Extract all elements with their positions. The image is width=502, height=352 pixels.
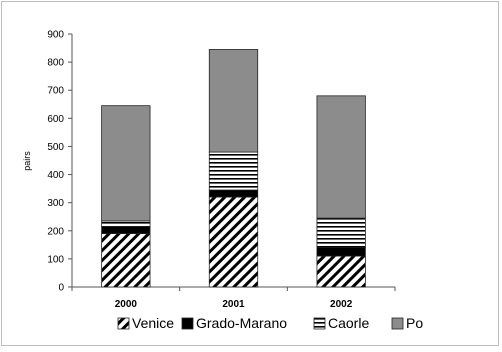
y-tick-label: 700 (47, 86, 64, 97)
y-tick-label: 0 (58, 283, 64, 294)
bar-caorle-2001 (208, 151, 259, 191)
y-tick-label: 400 (47, 170, 64, 181)
legend-label-venice: Venice (132, 315, 174, 331)
bar-venice-2001 (208, 196, 259, 288)
y-tick-label: 800 (47, 58, 64, 69)
x-tick-label: 2002 (330, 299, 353, 310)
chart-frame: pairs 0 100 200 300 400 500 600 700 800 900 2000 20… (1, 1, 499, 346)
bar-po-2002 (316, 95, 366, 219)
bar-venice-2002 (316, 255, 366, 288)
bar-grado-marano-2001 (208, 189, 259, 198)
bar-grado-marano-2002 (316, 247, 366, 257)
stacked-bar-chart: pairs 0 100 200 300 400 500 600 700 800 900 2000 20… (22, 30, 423, 332)
legend-label-grado-marano: Grado-Marano (196, 315, 287, 331)
y-tick-label: 200 (47, 226, 64, 237)
legend-swatch-po (391, 317, 404, 330)
bar-po-2000 (101, 105, 151, 222)
x-tick-label: 2000 (115, 299, 138, 310)
plot-area: 0 100 200 300 400 500 600 700 800 900 2000 2001 2002 (47, 30, 396, 310)
y-tick-label: 100 (47, 254, 64, 265)
legend-swatch-venice (117, 317, 130, 330)
legend-label-po: Po (406, 315, 423, 331)
legend-swatch-caorle (313, 317, 326, 330)
y-axis-label: pairs (22, 151, 32, 171)
bar-caorle-2002 (316, 217, 366, 249)
y-tick-label: 500 (47, 142, 64, 153)
x-tick-label: 2001 (222, 299, 245, 310)
legend-label-caorle: Caorle (328, 315, 369, 331)
legend: Venice Grado-Marano Caorle Po (117, 315, 423, 331)
y-tick-label: 900 (47, 30, 64, 41)
y-tick-label: 300 (47, 198, 64, 209)
y-tick-label: 600 (47, 114, 64, 125)
bar-po-2001 (208, 49, 259, 153)
legend-swatch-grado-marano (181, 317, 194, 330)
bar-venice-2000 (101, 233, 151, 288)
bar-caorle-2000 (101, 220, 151, 227)
bar-grado-marano-2000 (101, 226, 151, 234)
